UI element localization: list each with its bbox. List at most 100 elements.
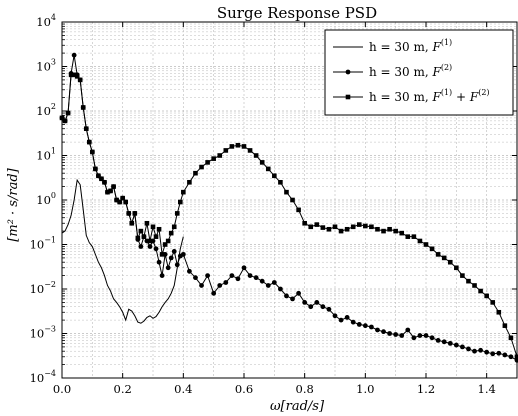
chart-title: Surge Response PSD xyxy=(217,4,377,22)
series-line xyxy=(61,178,184,324)
data-point xyxy=(178,199,183,205)
data-point xyxy=(147,238,153,244)
data-point xyxy=(153,234,159,239)
data-point xyxy=(460,273,465,278)
data-point xyxy=(290,296,295,302)
data-point xyxy=(181,189,186,195)
legend-plus: + xyxy=(452,90,470,104)
data-point xyxy=(375,327,380,333)
data-point xyxy=(108,188,113,194)
data-point xyxy=(147,244,153,249)
x-tick-label: 0.6 xyxy=(235,382,253,396)
x-axis-label: ω[rad/s] xyxy=(270,399,325,414)
data-point xyxy=(447,340,453,346)
data-point xyxy=(235,276,241,282)
legend-superscript: (1) xyxy=(441,38,452,47)
data-point xyxy=(484,349,490,355)
data-point xyxy=(180,251,186,257)
x-tick-label: 0.8 xyxy=(296,382,314,396)
data-point xyxy=(278,286,283,292)
data-point xyxy=(393,332,399,337)
y-tick-exponent: −1 xyxy=(44,236,56,245)
y-tick-base: 10 xyxy=(30,371,45,385)
data-point xyxy=(326,226,332,232)
y-tick-label: 10−3 xyxy=(30,325,56,341)
data-point xyxy=(387,226,392,232)
data-point xyxy=(393,228,398,234)
data-point xyxy=(302,220,307,226)
data-point xyxy=(229,144,235,149)
x-tick-label: 0.0 xyxy=(53,382,71,396)
data-point xyxy=(259,278,265,284)
legend-label: h = 30 m, F(1) xyxy=(369,38,452,54)
y-tick-label: 10−1 xyxy=(30,236,56,252)
data-point xyxy=(508,354,514,360)
data-point xyxy=(423,333,429,338)
data-point xyxy=(71,52,77,58)
data-point xyxy=(193,170,198,176)
data-point xyxy=(205,273,211,279)
data-point xyxy=(405,327,411,333)
y-tick-base: 10 xyxy=(30,327,45,341)
data-point xyxy=(417,333,423,338)
data-point xyxy=(320,304,326,310)
data-point xyxy=(199,164,204,170)
data-point xyxy=(171,248,177,254)
data-point xyxy=(211,156,216,161)
data-point xyxy=(338,317,344,323)
data-point xyxy=(296,207,301,213)
data-point xyxy=(150,224,156,230)
data-point xyxy=(466,346,471,352)
data-point xyxy=(332,224,338,230)
data-point xyxy=(375,226,380,232)
data-point xyxy=(174,211,180,216)
data-point xyxy=(211,290,217,296)
y-tick-exponent: −3 xyxy=(44,325,56,334)
data-point xyxy=(168,230,174,236)
data-point xyxy=(162,242,168,247)
series-line xyxy=(61,74,518,357)
data-point xyxy=(453,342,459,348)
legend-symbol: F xyxy=(432,90,442,104)
legend-symbol: F xyxy=(432,40,442,54)
data-point xyxy=(68,72,74,78)
y-tick-base: 10 xyxy=(36,193,51,207)
x-tick-label: 0.4 xyxy=(174,382,192,396)
data-point xyxy=(235,142,241,148)
y-tick-exponent: 4 xyxy=(51,13,56,22)
data-point xyxy=(156,226,162,232)
data-point xyxy=(399,333,405,338)
data-point xyxy=(105,189,110,195)
y-tick-exponent: −4 xyxy=(44,369,56,378)
legend-prefix: h = 30 m, xyxy=(369,65,433,79)
data-point xyxy=(484,293,489,299)
data-point xyxy=(302,299,308,305)
data-point xyxy=(114,197,119,203)
data-point xyxy=(405,234,411,239)
data-point xyxy=(320,225,326,230)
data-point xyxy=(466,278,471,284)
data-point xyxy=(83,126,89,132)
legend-marker xyxy=(345,94,351,100)
data-point xyxy=(356,322,362,327)
data-point xyxy=(381,228,386,234)
legend-marker xyxy=(345,69,351,75)
data-point xyxy=(296,290,301,296)
data-point xyxy=(193,275,198,281)
data-point xyxy=(165,265,171,271)
data-point xyxy=(165,238,171,244)
data-point xyxy=(132,211,138,216)
data-point xyxy=(223,280,229,285)
y-tick-base: 10 xyxy=(30,282,45,296)
y-tick-exponent: −2 xyxy=(44,280,56,289)
data-point xyxy=(429,246,435,252)
y-tick-base: 10 xyxy=(36,60,51,74)
x-tick-label: 1.0 xyxy=(356,382,374,396)
data-point xyxy=(99,176,104,182)
y-tick-base: 10 xyxy=(36,15,51,29)
data-point xyxy=(77,77,83,83)
data-point xyxy=(174,262,180,268)
data-point xyxy=(387,331,392,336)
data-point xyxy=(217,283,223,288)
y-tick-label: 10−4 xyxy=(30,369,56,385)
